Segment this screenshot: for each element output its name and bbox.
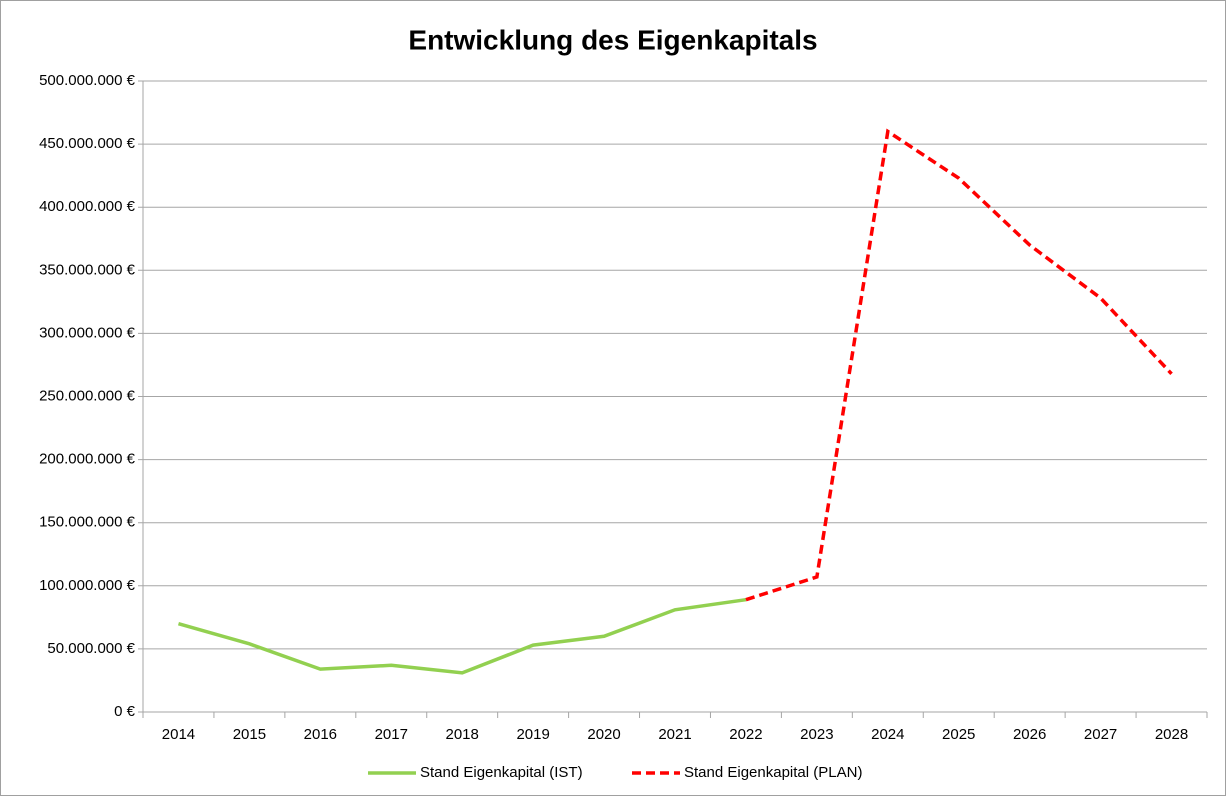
x-tick-label: 2015: [233, 726, 266, 743]
line-series: [177, 597, 747, 675]
x-tick-label: 2017: [375, 726, 408, 743]
y-tick-label: 100.000.000 €: [39, 577, 136, 594]
x-tick-label: 2022: [729, 726, 762, 743]
x-tick-label: 2028: [1155, 726, 1188, 743]
y-tick-label: 400.000.000 €: [39, 198, 136, 215]
line-series: [745, 128, 1173, 602]
y-tick-label: 450.000.000 €: [39, 135, 136, 152]
y-tick-label: 50.000.000 €: [47, 640, 135, 657]
y-tick-label: 300.000.000 €: [39, 324, 136, 341]
y-tick-label: 0 €: [114, 703, 136, 720]
y-tick-label: 250.000.000 €: [39, 387, 136, 404]
y-tick-label: 350.000.000 €: [39, 261, 136, 278]
legend-label: Stand Eigenkapital (IST): [420, 764, 583, 781]
x-tick-label: 2016: [304, 726, 337, 743]
y-tick-label: 150.000.000 €: [39, 514, 136, 531]
chart-title: Entwicklung des Eigenkapitals: [408, 24, 817, 55]
x-tick-label: 2026: [1013, 726, 1046, 743]
y-tick-label: 500.000.000 €: [39, 72, 136, 89]
y-tick-label: 200.000.000 €: [39, 451, 136, 468]
legend-label: Stand Eigenkapital (PLAN): [684, 764, 862, 781]
x-tick-label: 2020: [587, 726, 620, 743]
x-tick-label: 2025: [942, 726, 975, 743]
x-tick-label: 2019: [516, 726, 549, 743]
x-tick-label: 2018: [446, 726, 479, 743]
x-tick-label: 2021: [658, 726, 691, 743]
x-tick-label: 2024: [871, 726, 904, 743]
x-tick-label: 2027: [1084, 726, 1117, 743]
x-tick-label: 2014: [162, 726, 195, 743]
x-tick-label: 2023: [800, 726, 833, 743]
